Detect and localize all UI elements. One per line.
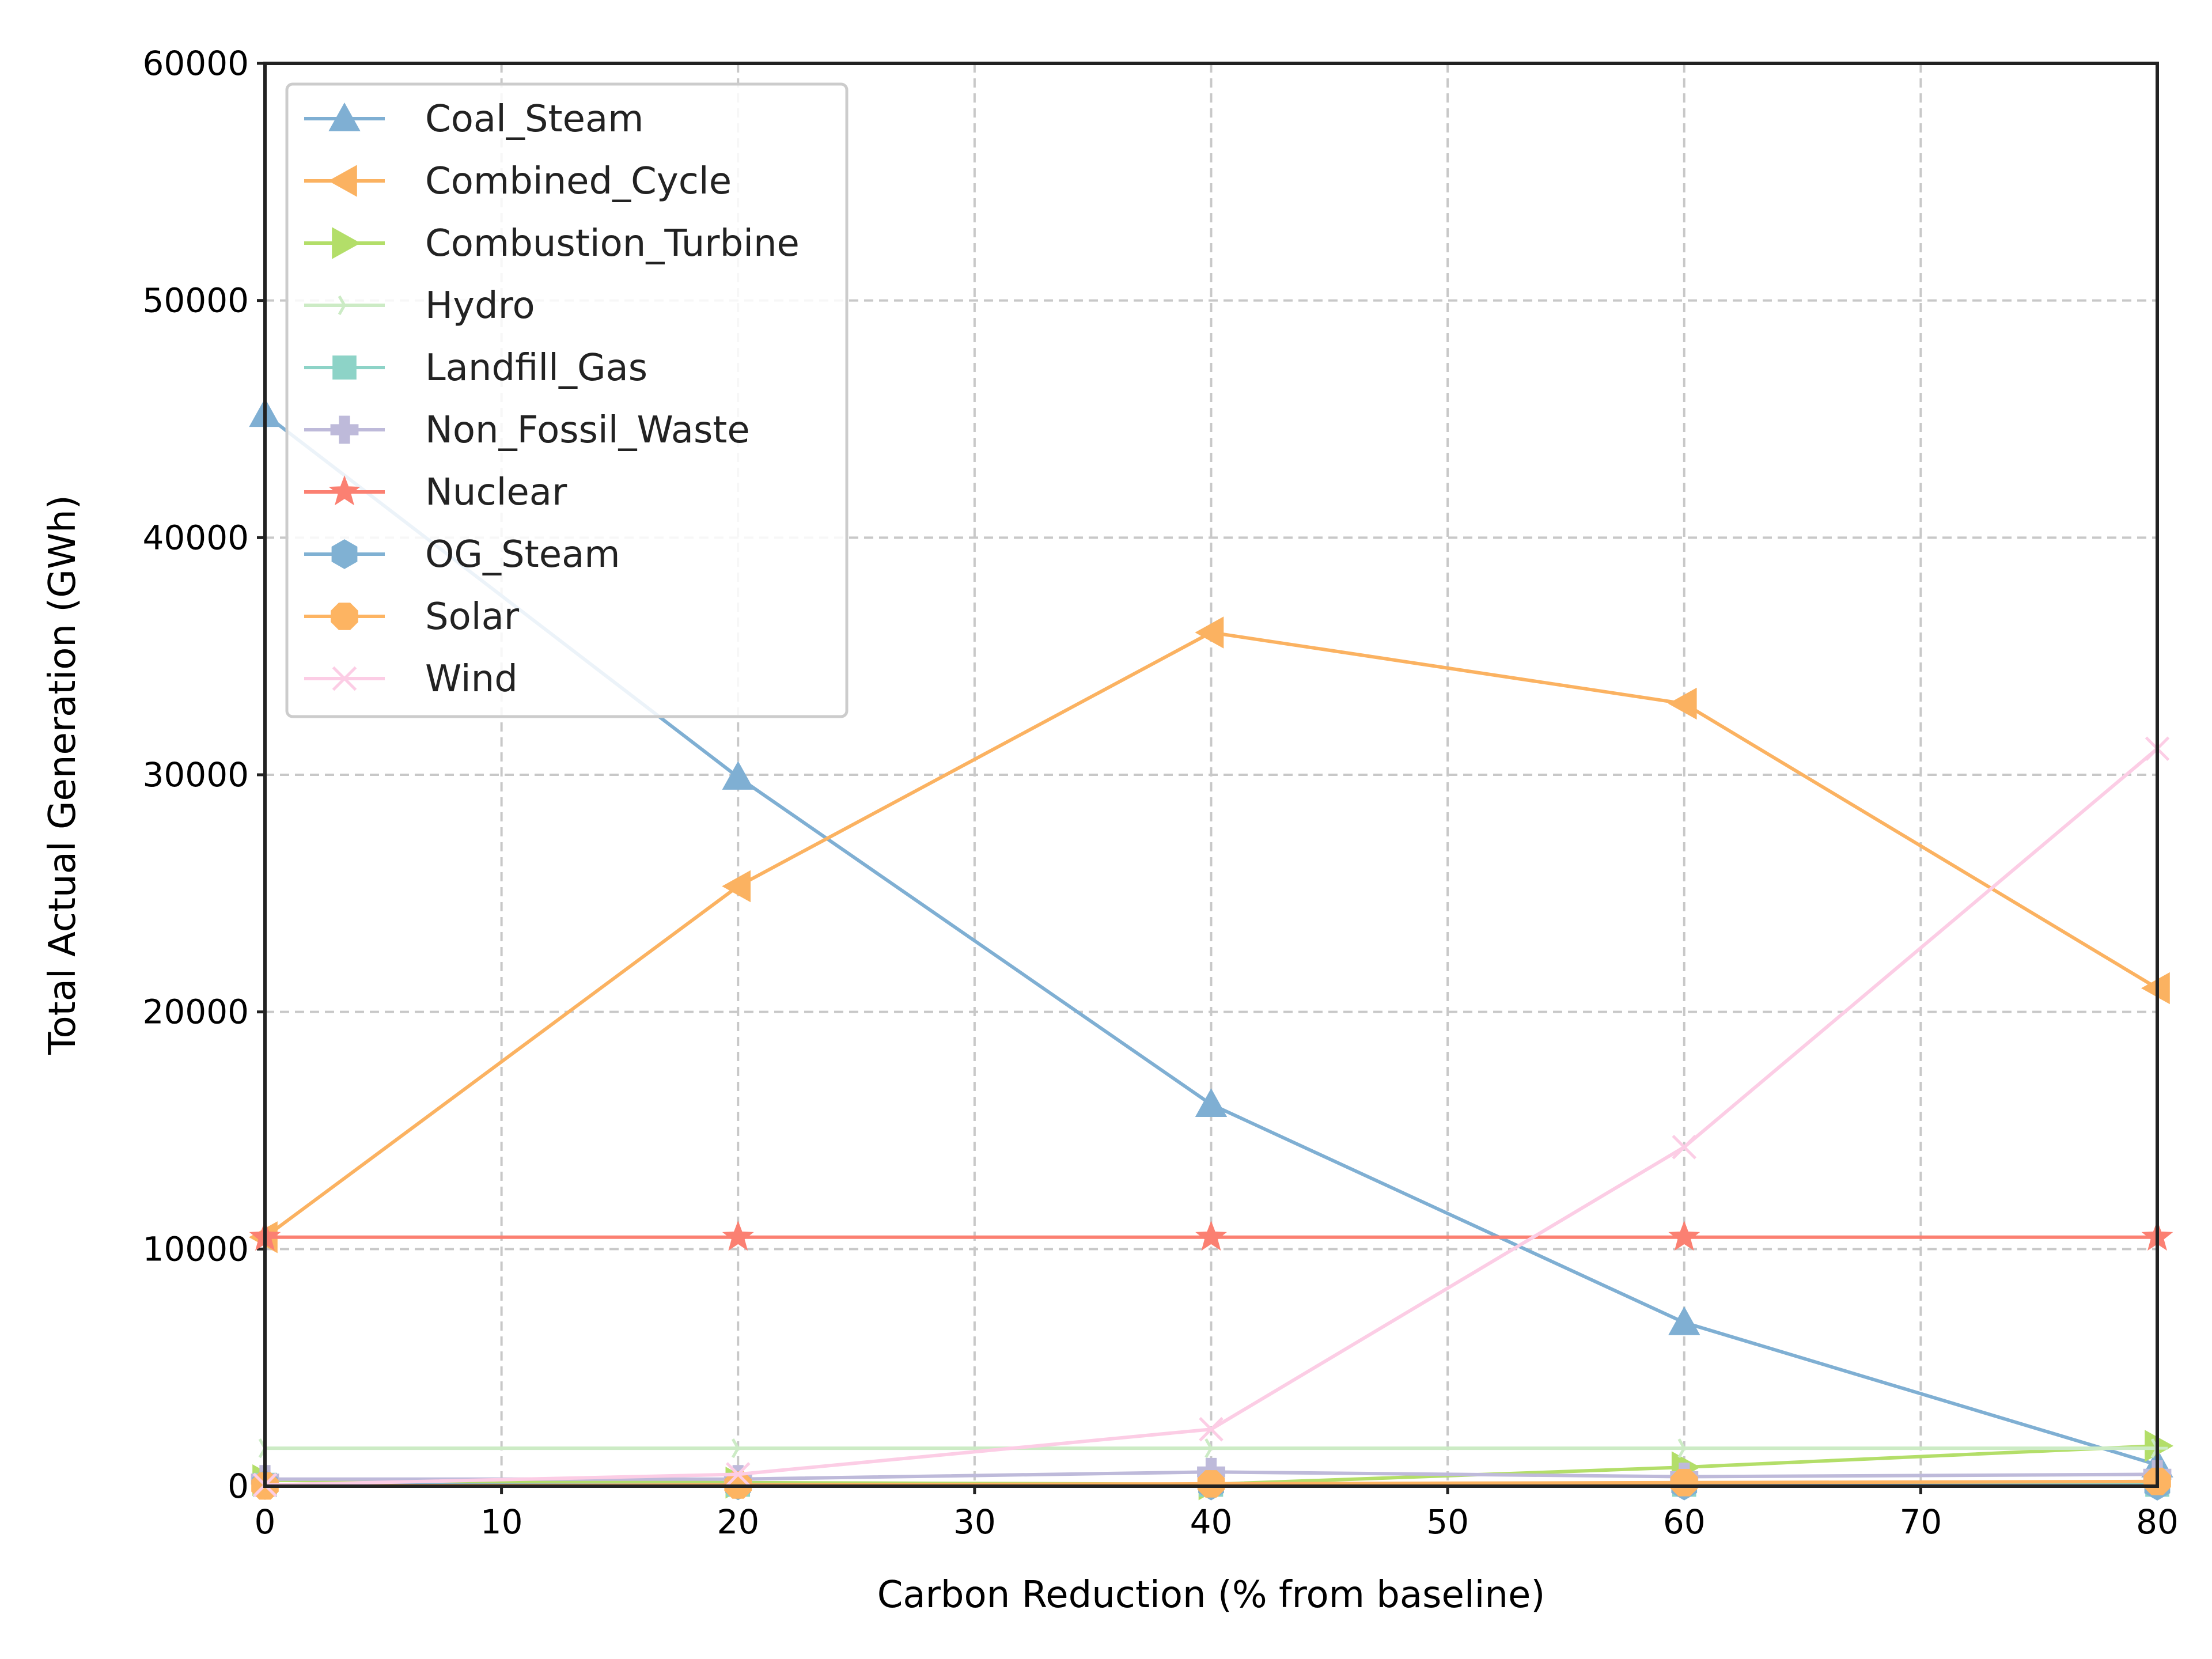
legend-label: Nuclear — [425, 471, 567, 514]
point-combined-cycle — [722, 870, 751, 903]
series-solar — [251, 1467, 2171, 1500]
y-tick-label: 30000 — [142, 755, 249, 794]
point-nuclear — [722, 1220, 754, 1251]
point-coal-steam — [1668, 1306, 1700, 1335]
legend-item-og-steam: OG_Steam — [304, 533, 620, 576]
point-hydro — [258, 1438, 276, 1459]
y-tick-label: 60000 — [142, 44, 249, 83]
legend-box — [285, 82, 849, 718]
y-tick-label: 0 — [228, 1467, 249, 1506]
point-solar — [1197, 1470, 1225, 1498]
legend-marker — [331, 603, 358, 630]
point-hydro — [1205, 1438, 1222, 1459]
legend-label: Landfill_Gas — [425, 347, 647, 389]
legend-label: Solar — [425, 596, 520, 638]
point-nuclear — [1668, 1220, 1700, 1251]
legend-label: Wind — [425, 658, 518, 700]
y-tick-label: 40000 — [142, 518, 249, 557]
legend-label: OG_Steam — [425, 533, 620, 576]
series-hydro — [258, 1438, 2168, 1459]
x-tick-label: 60 — [1663, 1502, 1706, 1541]
y-axis-ticks: 0 10000 20000 30000 40000 50000 60000 — [142, 44, 265, 1506]
point-coal-steam — [1195, 1088, 1228, 1117]
x-tick-label: 20 — [717, 1502, 759, 1541]
x-axis-title: Carbon Reduction (% from baseline) — [877, 1574, 1546, 1616]
point-hydro — [1677, 1438, 1695, 1459]
legend-label: Non_Fossil_Waste — [425, 409, 750, 452]
x-tick-label: 0 — [255, 1502, 276, 1541]
x-tick-label: 70 — [1899, 1502, 1942, 1541]
legend-marker — [328, 165, 357, 197]
x-tick-label: 50 — [1426, 1502, 1469, 1541]
point-solar — [1670, 1469, 1698, 1497]
legend-marker — [332, 666, 357, 691]
legend-item-non-fossil-waste: Non_Fossil_Waste — [304, 409, 750, 452]
point-coal-steam — [722, 761, 754, 790]
legend-marker — [332, 227, 361, 259]
legend-label: Combustion_Turbine — [425, 222, 800, 265]
x-tick-label: 80 — [2136, 1502, 2179, 1541]
point-wind — [1672, 1135, 1697, 1160]
legend-item-combustion-turbine: Combustion_Turbine — [304, 222, 800, 265]
point-wind — [725, 1462, 751, 1487]
y-tick-label: 10000 — [142, 1229, 249, 1268]
point-combined-cycle — [1668, 687, 1697, 720]
legend-marker — [328, 102, 361, 131]
point-hydro — [731, 1438, 749, 1459]
legend-item-combined-cycle: Combined_Cycle — [304, 160, 732, 203]
legend-label: Combined_Cycle — [425, 160, 732, 203]
legend-marker — [338, 295, 355, 316]
legend-item-hydro: Hydro — [304, 285, 535, 327]
x-tick-label: 10 — [480, 1502, 523, 1541]
legend-marker — [328, 475, 361, 506]
y-tick-label: 50000 — [142, 281, 249, 320]
legend-marker — [330, 415, 359, 444]
legend-item-solar: Solar — [304, 596, 520, 638]
legend-label: Coal_Steam — [425, 98, 644, 141]
legend-marker — [332, 355, 357, 380]
legend-item-nuclear: Nuclear — [304, 471, 567, 514]
x-tick-label: 40 — [1190, 1502, 1233, 1541]
point-nuclear — [1195, 1220, 1227, 1251]
x-axis-ticks: 0 10 20 30 40 50 60 70 80 — [255, 1486, 2179, 1541]
legend-marker — [331, 539, 358, 569]
y-axis-title: Total Actual Generation (GWh) — [41, 495, 84, 1055]
point-wind — [1199, 1416, 1224, 1442]
series-nuclear — [249, 1220, 2173, 1251]
legend-label: Hydro — [425, 285, 535, 327]
legend-item-wind: Wind — [304, 658, 518, 700]
legend-item-coal-steam: Coal_Steam — [304, 98, 644, 141]
legend-item-landfill-gas: Landfill_Gas — [304, 347, 647, 389]
legend: Coal_Steam Combined_Cycle Combustion_Turbi… — [285, 82, 849, 718]
y-tick-label: 20000 — [142, 993, 249, 1032]
point-combined-cycle — [1195, 616, 1224, 649]
x-tick-label: 30 — [953, 1502, 996, 1541]
plot-frame — [263, 62, 2159, 1488]
